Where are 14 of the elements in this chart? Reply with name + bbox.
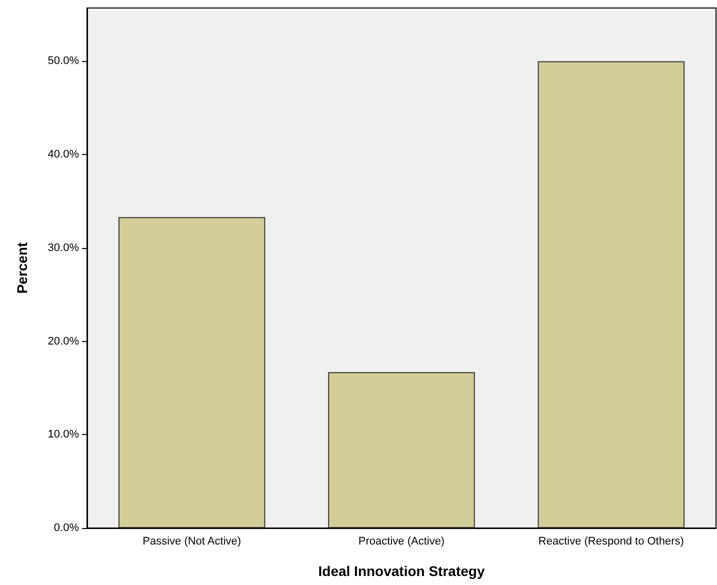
bar [328,372,475,528]
bar [118,217,266,528]
y-tick-label: 40.0% [48,148,80,161]
y-tick-label: 30.0% [48,242,80,254]
y-tick-label: 20.0% [48,335,80,348]
y-tick-label: 50.0% [48,55,80,68]
x-tick-label: Proactive (Active) [358,536,445,548]
x-tick-label: Passive (Not Active) [142,536,242,548]
y-axis-title: Percent [14,242,30,294]
y-tick-label: 10.0% [48,428,80,441]
bar [538,61,685,528]
x-axis-title: Ideal Innovation Strategy [318,563,485,579]
y-tick-label: 0.0% [54,522,80,534]
x-tick-label: Reactive (Respond to Others) [538,536,684,548]
